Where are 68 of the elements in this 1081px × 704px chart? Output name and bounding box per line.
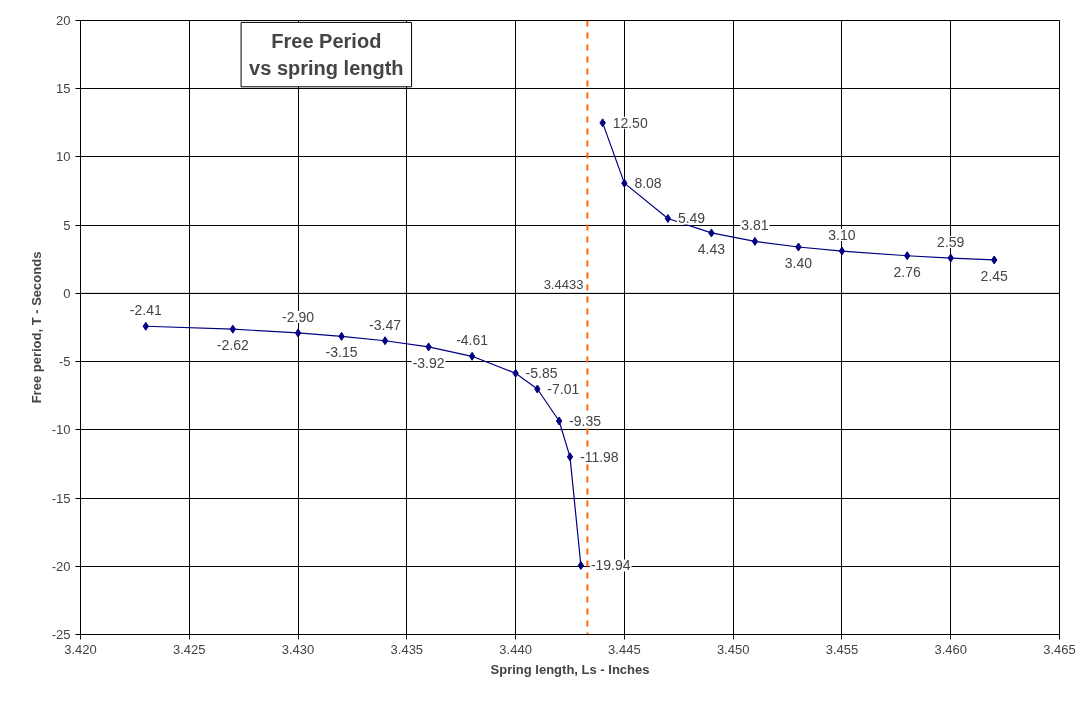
- y-tick-label: -10: [51, 422, 71, 438]
- point: [751, 236, 759, 246]
- point: [555, 416, 563, 426]
- y-tick-label: 20: [56, 13, 71, 28]
- data-label: 12.50: [612, 114, 648, 131]
- data-label: -3.15: [325, 344, 358, 361]
- point: [512, 368, 519, 378]
- y-tick-label: 15: [56, 81, 71, 97]
- point: [664, 213, 672, 223]
- point: [142, 321, 149, 331]
- y-tick-label: 10: [56, 149, 71, 165]
- data-label: -2.62: [216, 337, 249, 354]
- point: [991, 255, 998, 265]
- y-tick-label: -15: [51, 490, 71, 506]
- point: [904, 251, 911, 261]
- ref-line-label: 3.4433: [543, 277, 584, 293]
- data-label: -4.61: [456, 332, 489, 349]
- data-label: -7.01: [547, 381, 580, 398]
- point: [468, 351, 476, 361]
- x-tick-label: 3.420: [64, 641, 97, 657]
- point: [577, 560, 585, 570]
- point: [229, 324, 236, 334]
- point: [338, 331, 345, 341]
- data-label: -3.92: [412, 354, 445, 371]
- point: [621, 178, 628, 188]
- x-tick-label: 3.440: [499, 641, 532, 657]
- x-tick-label: 3.445: [608, 641, 641, 657]
- x-tick-label: 3.430: [281, 641, 315, 657]
- y-tick-label: 5: [63, 217, 71, 233]
- data-label: 2.45: [980, 267, 1009, 284]
- y-tick-label: 0: [63, 285, 71, 301]
- text: Free Period vs spring length: [249, 30, 404, 79]
- data-label: 3.81: [741, 217, 769, 234]
- data-label: 2.76: [893, 263, 922, 280]
- x-axis-title: Spring length, Ls - Inches: [490, 661, 650, 677]
- x-tick-label: 3.455: [825, 641, 859, 657]
- y-tick-label: -5: [58, 354, 71, 370]
- data-label: -2.90: [282, 308, 315, 325]
- y-tick-label: -20: [51, 558, 71, 574]
- point: [947, 253, 954, 263]
- data-label: 3.10: [828, 227, 856, 244]
- point: [838, 246, 846, 256]
- point: [381, 336, 389, 346]
- data-label: 5.49: [677, 210, 706, 227]
- data-label: -19.94: [590, 557, 631, 574]
- point: [566, 452, 574, 462]
- data-label: 8.08: [634, 175, 662, 192]
- data-label: -9.35: [569, 412, 602, 429]
- data-label: 4.43: [697, 240, 726, 257]
- x-tick-label: 3.425: [173, 641, 206, 657]
- data-label: -11.98: [580, 448, 619, 465]
- x-tick-label: 3.465: [1043, 641, 1076, 657]
- point: [795, 242, 802, 252]
- x-tick-label: 3.450: [716, 641, 750, 657]
- x-tick-label: 3.435: [390, 641, 424, 657]
- x-tick-label: 3.460: [934, 641, 967, 657]
- data-label: -3.47: [369, 316, 402, 333]
- point: [294, 328, 302, 338]
- point: [425, 342, 432, 352]
- data-label: 3.40: [784, 255, 813, 271]
- data-label: -2.41: [129, 302, 162, 319]
- y-tick-label: -25: [51, 627, 71, 642]
- data-label: 2.59: [937, 234, 965, 251]
- point: [708, 228, 715, 238]
- y-axis-title: Free period, T - Seconds: [28, 251, 44, 404]
- point: [534, 384, 541, 394]
- data-label: -5.85: [525, 365, 558, 382]
- point: [599, 118, 606, 128]
